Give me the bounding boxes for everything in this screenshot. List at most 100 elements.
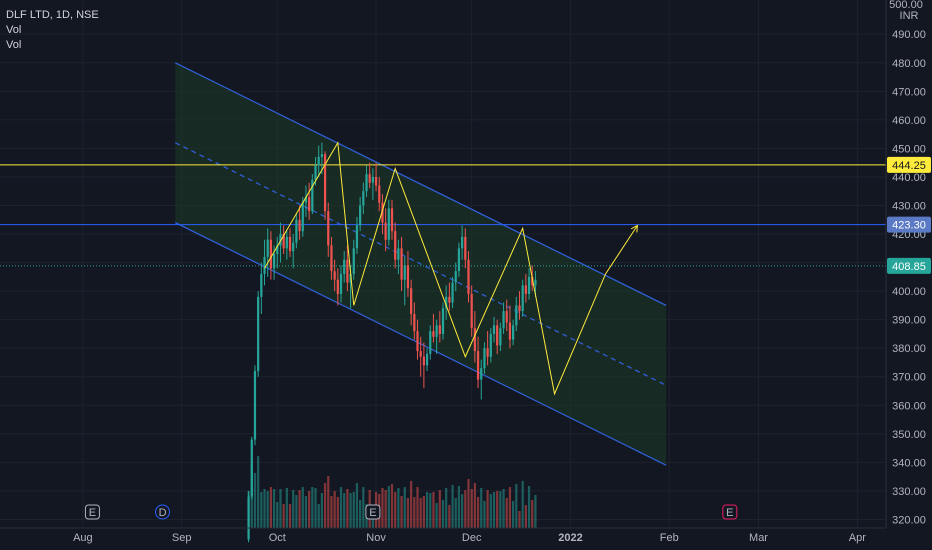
- volume-bar: [524, 505, 527, 528]
- candle-body: [355, 225, 359, 249]
- candle-body: [419, 351, 422, 357]
- volume-bar: [288, 504, 292, 528]
- symbol-title[interactable]: DLF LTD, 1D, NSE: [6, 9, 99, 21]
- marker-label: E: [726, 507, 733, 519]
- candle-body: [368, 174, 371, 183]
- price-tick-label: 450.00: [892, 143, 926, 155]
- volume-bar: [298, 490, 301, 528]
- volume-bar: [531, 500, 534, 528]
- volume-bar: [301, 487, 304, 528]
- volume-bar: [327, 476, 330, 528]
- candle-body: [416, 331, 419, 352]
- volume-bar: [304, 496, 308, 528]
- earnings-marker: [722, 504, 738, 520]
- candle-body: [336, 279, 339, 294]
- horizontal-levels[interactable]: [0, 164, 886, 267]
- candle-body: [308, 196, 311, 212]
- candle-body: [381, 202, 384, 223]
- candle-body: [505, 311, 508, 323]
- candle-body: [438, 325, 441, 334]
- price-tick-label: 330.00: [892, 486, 926, 498]
- volume-indicator-label[interactable]: Vol: [6, 24, 22, 36]
- candle-body: [457, 248, 461, 272]
- candle-body: [314, 165, 317, 180]
- candle-body: [384, 222, 387, 240]
- volume-bar: [400, 496, 403, 528]
- candle-body: [489, 333, 492, 357]
- candle-body: [410, 288, 413, 314]
- candle-body: [483, 348, 486, 369]
- candle-body: [470, 293, 473, 329]
- volume-bar: [320, 493, 324, 528]
- volume-bar: [403, 487, 406, 528]
- volume-indicator-label-2[interactable]: Vol: [6, 39, 22, 51]
- price-tick-label: 350.00: [892, 429, 926, 441]
- candle-body: [422, 356, 425, 366]
- zigzag-pattern[interactable]: [264, 141, 638, 396]
- price-tick-label: 480.00: [892, 58, 926, 70]
- price-tick-label: 430.00: [892, 200, 926, 212]
- volume-bar: [492, 492, 496, 528]
- candle-body: [492, 325, 496, 334]
- volume-bar: [406, 498, 410, 528]
- volume-bar: [451, 485, 454, 528]
- volume-bar: [295, 495, 298, 528]
- volume-bar: [387, 486, 390, 528]
- candle-body: [445, 296, 448, 309]
- candle-body: [257, 296, 260, 372]
- candle-body: [496, 325, 499, 346]
- volume-bar: [285, 488, 288, 528]
- candle-body: [464, 236, 467, 260]
- price-tick-label: 440.00: [892, 172, 926, 184]
- volume-bar: [432, 492, 435, 528]
- candle-body: [467, 259, 470, 294]
- candle-body: [333, 271, 336, 280]
- candle-body: [269, 239, 273, 269]
- time-tick-label: Dec: [462, 532, 482, 544]
- candle-body: [425, 353, 429, 366]
- marker-label: D: [159, 507, 167, 519]
- volume-bar: [527, 486, 531, 528]
- volume-bar: [339, 487, 343, 528]
- earnings-marker: [84, 504, 100, 520]
- volume-bar: [330, 496, 333, 528]
- time-tick-label: Apr: [849, 532, 866, 544]
- price-tick-label: 470.00: [892, 86, 926, 98]
- candle-body: [266, 239, 269, 257]
- zigzag-arrowhead: [630, 224, 638, 233]
- price-tag-blue-text: 423.30: [892, 220, 926, 232]
- candle-body: [298, 219, 301, 232]
- time-axis[interactable]: Aug Sep Oct Nov Dec 2022 Feb Mar Apr: [0, 527, 886, 544]
- volume-bar: [470, 489, 473, 528]
- volume-bar: [333, 491, 336, 528]
- volume-bar: [349, 493, 352, 528]
- volume-bar: [416, 487, 419, 528]
- volume-bar: [521, 481, 524, 528]
- volume-bar: [461, 494, 464, 528]
- volume-bar: [476, 497, 480, 528]
- candle-body: [508, 322, 512, 340]
- volume-bar: [425, 492, 429, 528]
- volume-bar: [508, 487, 512, 528]
- candle-body: [304, 196, 308, 203]
- price-tick-label: 320.00: [892, 514, 926, 526]
- price-tick-label: 370.00: [892, 372, 926, 384]
- candle-body: [253, 371, 257, 440]
- zigzag-line: [264, 141, 638, 396]
- candle-body: [339, 273, 343, 294]
- volume-bar: [429, 493, 432, 528]
- volume-bar: [343, 493, 346, 528]
- volume-bar: [257, 456, 260, 528]
- earnings-marker: [365, 504, 381, 520]
- candle-body: [250, 439, 253, 497]
- time-tick-label: Sep: [172, 532, 192, 544]
- candlesticks: [247, 142, 537, 543]
- candle-body: [330, 245, 333, 272]
- candle-body: [323, 154, 327, 212]
- candle-body: [473, 328, 476, 352]
- volume-bar: [317, 504, 320, 528]
- volume-bar: [419, 498, 422, 528]
- volume-bar: [253, 473, 257, 528]
